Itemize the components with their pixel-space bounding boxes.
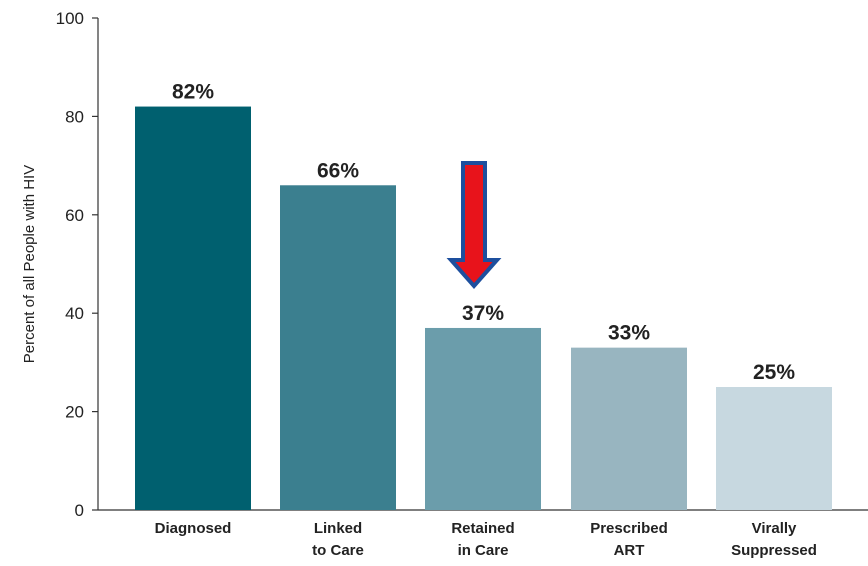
bar [425,327,541,510]
annotation-arrow [446,161,502,290]
y-tick-label: 100 [56,9,84,28]
data-label: 82% [172,81,214,104]
bar [571,347,687,510]
x-tick-label: Diagnosed [155,520,232,537]
y-tick-label: 80 [65,107,84,126]
x-tick-label: Prescribed ART [590,520,668,559]
x-tick-label: Retained in Care [451,520,514,559]
y-axis-label: Percent of all People with HIV [21,165,38,363]
x-tick-label: Linked to Care [312,520,364,559]
bar [135,106,251,510]
data-label: 33% [608,322,650,345]
y-tick-label: 40 [65,304,84,323]
bar [716,387,832,510]
y-tick-label: 60 [65,206,84,225]
data-label: 66% [317,159,359,182]
x-tick-label: Virally Suppressed [731,520,817,559]
data-label: 25% [753,361,795,384]
bar [280,185,396,510]
y-tick-label: 0 [75,501,84,520]
data-label: 37% [462,302,504,325]
y-tick-label: 20 [65,403,84,422]
